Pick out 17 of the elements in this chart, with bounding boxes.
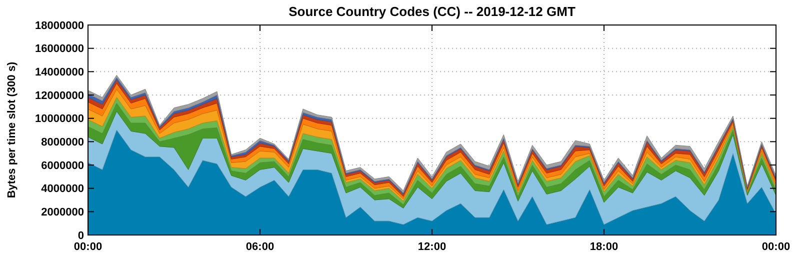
x-tick-label: 12:00 — [418, 241, 446, 253]
y-axis-title: Bytes per time slot (300 s) — [6, 62, 18, 198]
chart-title: Source Country Codes (CC) -- 2019-12-12 GMT — [288, 4, 576, 19]
y-tick-label: 16000000 — [35, 43, 84, 56]
y-tick-label: 8000000 — [41, 136, 84, 149]
y-tick-label: 12000000 — [35, 90, 84, 102]
y-tick-label: 14000000 — [35, 66, 84, 79]
x-tick-label: 00:00 — [762, 241, 790, 253]
y-tick-label: 10000000 — [35, 113, 84, 126]
y-tick-label: 0 — [78, 230, 84, 242]
y-tick-label: 18000000 — [35, 20, 84, 32]
y-tick-label: 6000000 — [41, 160, 84, 172]
x-tick-label: 00:00 — [74, 241, 102, 253]
y-tick-label: 2000000 — [41, 206, 84, 219]
x-tick-label: 18:00 — [590, 241, 618, 253]
y-tick-label: 4000000 — [41, 183, 84, 196]
x-tick-label: 06:00 — [246, 241, 274, 253]
